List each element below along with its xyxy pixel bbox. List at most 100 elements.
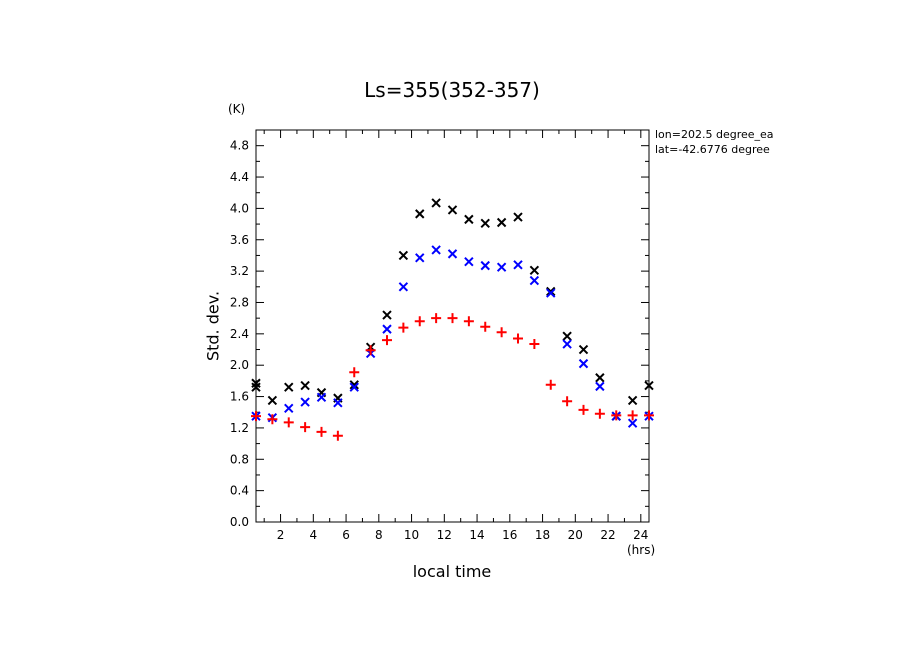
annotation-lon: lon=202.5 degree_ea xyxy=(655,128,774,141)
data-point xyxy=(611,410,622,421)
annotation-lat: lat=-42.6776 degree xyxy=(655,143,770,156)
chart-title: Ls=355(352-357) xyxy=(364,78,540,102)
x-tick-label: 22 xyxy=(600,528,615,542)
data-point xyxy=(578,344,589,355)
data-point xyxy=(349,367,360,378)
x-axis-units: (hrs) xyxy=(627,543,656,557)
data-point xyxy=(284,403,294,414)
data-point xyxy=(562,339,572,349)
data-point xyxy=(529,265,540,276)
x-tick-label: 8 xyxy=(375,528,383,542)
y-tick-label: 1.6 xyxy=(230,390,249,404)
data-marks xyxy=(251,198,654,441)
y-tick-label: 3.2 xyxy=(230,264,249,278)
y-tick-label: 3.6 xyxy=(230,233,249,247)
x-tick-label: 6 xyxy=(342,528,350,542)
data-point xyxy=(513,212,523,222)
data-point xyxy=(382,324,392,334)
data-point xyxy=(562,331,572,341)
data-point xyxy=(431,245,441,255)
data-point xyxy=(398,250,409,261)
data-point xyxy=(463,316,474,327)
data-point xyxy=(627,395,638,406)
data-point xyxy=(578,404,589,415)
y-tick-label: 2.4 xyxy=(230,327,249,341)
data-point xyxy=(496,262,507,272)
data-point xyxy=(267,414,278,425)
data-point xyxy=(546,286,556,297)
plot-frame xyxy=(255,129,650,523)
data-point xyxy=(382,310,392,320)
data-point xyxy=(415,209,425,219)
x-tick-label: 16 xyxy=(502,528,517,542)
y-tick-label: 0.4 xyxy=(230,484,249,498)
data-point xyxy=(447,249,458,259)
data-point xyxy=(333,398,343,408)
x-axis-label: local time xyxy=(412,562,492,581)
x-tick-label: 18 xyxy=(535,528,550,542)
data-point xyxy=(349,382,359,392)
y-tick-label: 0.8 xyxy=(230,452,249,466)
data-point xyxy=(267,395,278,406)
data-point xyxy=(300,422,311,433)
data-point xyxy=(546,288,556,298)
data-point xyxy=(431,198,441,208)
y-tick-label: 2.8 xyxy=(230,295,249,309)
data-point xyxy=(595,373,605,383)
y-tick-label: 4.8 xyxy=(230,139,249,153)
data-point xyxy=(447,313,458,324)
data-point xyxy=(283,417,294,428)
data-point xyxy=(627,410,638,421)
data-point xyxy=(300,380,310,391)
data-point xyxy=(398,322,409,333)
axes: 2 4 6 8 10 12 14 16 18 20 22 240.00.40.81.21.62.02.… xyxy=(230,129,650,542)
x-tick-label: 20 xyxy=(568,528,583,542)
data-point xyxy=(529,275,540,286)
data-point xyxy=(316,426,327,437)
data-point xyxy=(513,260,523,270)
y-tick-label: 4.0 xyxy=(230,201,249,215)
data-point xyxy=(627,418,638,428)
data-point xyxy=(382,335,392,346)
data-point xyxy=(644,410,654,421)
x-tick-label: 24 xyxy=(633,528,648,542)
data-point xyxy=(300,397,310,407)
x-tick-label: 12 xyxy=(437,528,452,542)
data-point xyxy=(415,253,425,263)
x-tick-label: 4 xyxy=(309,528,317,542)
x-tick-label: 14 xyxy=(469,528,484,542)
data-point xyxy=(496,327,507,338)
data-point xyxy=(447,205,458,215)
data-point xyxy=(513,333,523,344)
data-point xyxy=(431,313,442,324)
data-point xyxy=(529,339,540,350)
data-point xyxy=(578,358,589,369)
data-point xyxy=(545,379,556,390)
data-point xyxy=(398,282,409,292)
data-point xyxy=(480,321,491,332)
data-point xyxy=(349,380,359,390)
data-point xyxy=(251,378,261,388)
data-point xyxy=(594,408,605,419)
data-point xyxy=(480,260,490,271)
data-point xyxy=(332,430,343,441)
y-tick-label: 0.0 xyxy=(230,515,249,529)
data-point xyxy=(365,345,376,356)
y-axis-units: (K) xyxy=(228,102,246,116)
y-tick-label: 2.0 xyxy=(230,358,249,372)
data-point xyxy=(595,381,605,392)
data-point xyxy=(480,218,490,229)
data-point xyxy=(316,392,327,403)
data-point xyxy=(644,380,654,391)
data-point xyxy=(251,411,261,422)
data-point xyxy=(464,214,474,225)
x-tick-label: 2 xyxy=(277,528,285,542)
y-tick-label: 4.4 xyxy=(230,170,249,184)
x-tick-label: 10 xyxy=(404,528,419,542)
data-point xyxy=(496,217,507,228)
data-point xyxy=(284,382,294,392)
data-point xyxy=(464,257,474,267)
data-point xyxy=(562,396,573,407)
y-tick-label: 1.2 xyxy=(230,421,249,435)
